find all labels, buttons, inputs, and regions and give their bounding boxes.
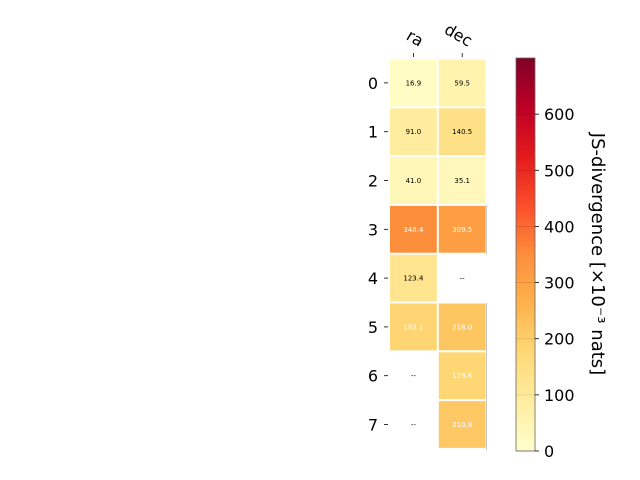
cell-value-label: 16.9 [406,79,422,87]
cell-value-label: 123.4 [403,275,424,283]
cell-value-label: 183.1 [403,323,423,331]
heatmap-cell [438,352,486,400]
row-tick-label: 1 [368,123,378,142]
row-tick-label: 0 [368,74,378,93]
column-tick-labels: ra dec [403,20,476,57]
heatmap-cell [390,205,437,253]
colorbar-tick-label: 0 [544,442,554,461]
cell-value-label: 140.5 [452,128,472,136]
cell-value-label: 59.5 [454,79,470,87]
colorbar-tick-label: 100 [544,386,575,405]
heatmap-cell [390,254,437,302]
cell-value-label: 35.1 [454,177,470,185]
heatmap-cell [438,108,486,156]
heatmap-cell [438,59,486,107]
cell-value-label: 179.6 [452,372,473,380]
cell-value-label: -- [411,421,417,429]
column-tick-label: ra [403,26,427,51]
row-tick-label: 5 [368,318,378,337]
colorbar-tick-label: 300 [544,274,575,293]
cell-value-label: 41.0 [406,177,422,185]
row-tick-label: 3 [368,220,378,239]
heatmap-cell [438,157,486,204]
cell-value-label: 348.4 [403,226,424,234]
row-tick-label: 6 [368,367,378,386]
cell-value-label: 210.9 [452,421,472,429]
heatmap-cell [390,59,437,107]
cell-value-label: 91.0 [406,128,422,136]
cell-value-label: 309.5 [452,226,472,234]
heatmap-cell [390,108,437,156]
heatmap-cell [390,157,437,204]
row-tick-labels: 0 1 2 3 4 5 6 7 [368,74,388,435]
colorbar-tick-label: 500 [544,161,575,180]
heatmap-cell [390,303,437,351]
cell-value-label: 218.0 [452,323,472,331]
cell-value-label: -- [411,372,417,380]
colorbar-tick-label: 600 [544,105,575,124]
heatmap-cell [438,303,486,351]
heatmap-grid: 16.9 59.5 91.0 140.5 41.0 35.1 348.4 309.5 123.4… [390,59,487,450]
colorbar-label: JS-divergence [×10⁻³ nats] [587,132,608,375]
row-tick-label: 7 [368,416,378,435]
colorbar-tick-label: 400 [544,217,575,236]
row-tick-label: 2 [368,172,378,191]
cell-value-label: -- [460,275,466,283]
colorbar-gradient [515,57,536,452]
heatmap-cell [438,205,486,253]
colorbar-tick-label: 200 [544,330,575,349]
row-tick-label: 4 [368,269,378,288]
column-tick-label: dec [441,20,475,51]
colorbar: 0 100 200 300 400 500 600 JS-divergence [×10⁻³ … [515,57,608,461]
heatmap-cell [438,401,486,448]
